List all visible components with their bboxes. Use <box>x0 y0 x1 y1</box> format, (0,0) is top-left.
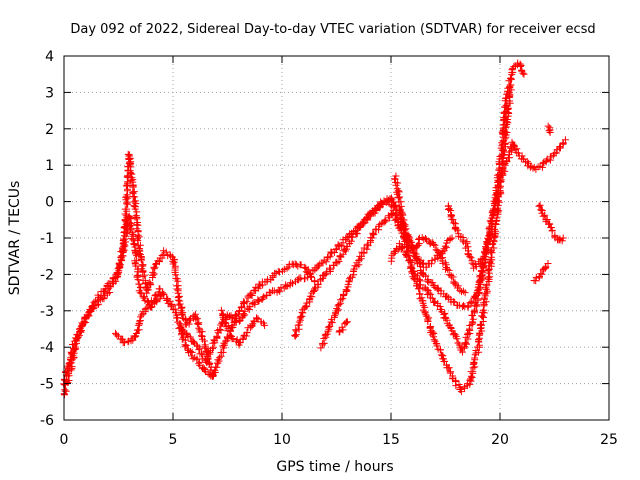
x-axis-label: GPS time / hours <box>276 459 393 475</box>
x-tick-label: 0 <box>60 432 69 448</box>
data-track <box>335 318 351 336</box>
data-track <box>112 285 164 347</box>
y-tick-label: -1 <box>40 231 54 247</box>
y-tick-label: 4 <box>45 49 54 65</box>
x-tick-label: 10 <box>273 432 291 448</box>
chart-title: Day 092 of 2022, Sidereal Day-to-day VTE… <box>70 22 595 37</box>
y-tick-label: 3 <box>45 85 54 101</box>
data-track <box>544 122 554 136</box>
data-track <box>391 172 469 297</box>
data-track <box>175 320 216 380</box>
y-tick-label: -5 <box>40 377 54 393</box>
axis-ticks: 0 5 10 15 20 25 -6 -5 -4 -3 -2 -1 0 1 2 3 4 <box>40 49 618 448</box>
data-track <box>217 306 269 349</box>
x-tick-label: 15 <box>382 432 400 448</box>
data-track <box>530 259 552 285</box>
x-tick-label: 25 <box>600 432 618 448</box>
x-tick-label: 5 <box>169 432 178 448</box>
y-tick-label: -6 <box>40 413 54 429</box>
data-points <box>60 59 569 399</box>
y-tick-label: -2 <box>40 267 54 283</box>
x-tick-label: 20 <box>491 432 509 448</box>
y-tick-label: 0 <box>45 195 54 211</box>
data-track <box>387 81 515 396</box>
y-tick-label: 2 <box>45 122 54 138</box>
y-axis-label: SDTVAR / TECUs <box>7 181 23 296</box>
data-track <box>535 201 567 245</box>
y-tick-label: 1 <box>45 158 54 174</box>
y-tick-label: -3 <box>40 304 54 320</box>
y-tick-label: -4 <box>40 340 54 356</box>
data-track <box>444 202 487 272</box>
